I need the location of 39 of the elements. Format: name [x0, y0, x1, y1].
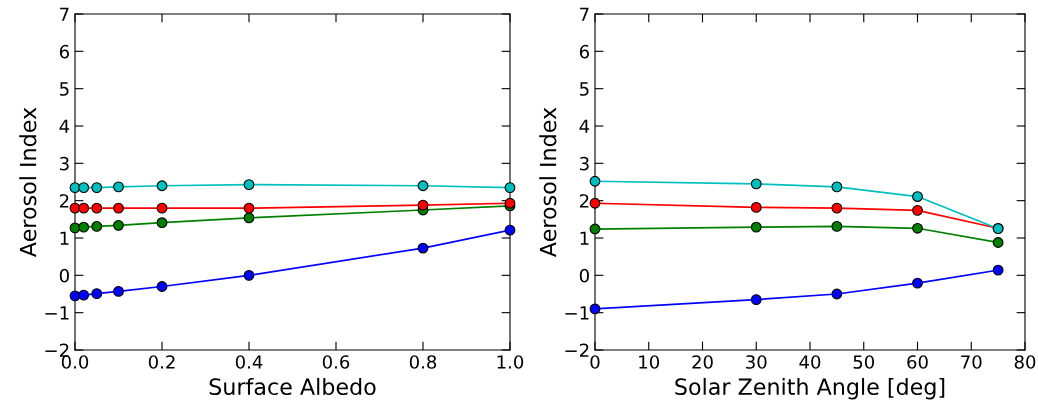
y-tick-label: 7 [580, 7, 589, 21]
y-tick-label: 6 [59, 44, 69, 59]
x-tick-label: 60 [907, 355, 928, 369]
y-tick-label: 5 [580, 82, 589, 96]
y-tick-label: −2 [45, 343, 69, 357]
x-tick-label: 1.0 [497, 355, 524, 369]
y-tick-label: 3 [60, 156, 69, 171]
x-tick-label: 40 [799, 355, 821, 369]
x-tick-label: 10 [639, 355, 660, 369]
y-tick-label: −2 [565, 343, 589, 357]
x-tick-label: 0 [590, 355, 600, 369]
x-tick-label: 0.0 [61, 355, 89, 369]
y-tick-label: 4 [59, 119, 70, 133]
x-axis-title: Solar Zenith Angle [deg] [675, 377, 945, 400]
y-tick-label: −1 [565, 306, 589, 320]
x-tick-label: 0.2 [148, 355, 175, 369]
x-tick-label: 0.4 [235, 355, 263, 369]
y-tick-label: −1 [45, 306, 69, 320]
y-tick-label: 5 [60, 82, 69, 96]
y-tick-label: 2 [59, 194, 69, 208]
y-tick-label: 0 [579, 268, 589, 283]
y-tick-label: 2 [579, 194, 589, 208]
x-tick-label: 0.8 [409, 355, 437, 369]
y-tick-label: 4 [579, 119, 590, 133]
x-tick-label: 50 [853, 355, 875, 369]
y-tick-label: 1 [60, 231, 69, 245]
x-axis-title: Surface Albedo [209, 377, 376, 396]
y-tick-label: 6 [579, 44, 589, 59]
y-tick-label: 0 [59, 268, 69, 283]
y-axis-title: Aerosol Index [539, 107, 557, 257]
x-tick-label: 30 [746, 355, 767, 369]
x-tick-label: 0.6 [322, 355, 350, 369]
y-axis-title: Aerosol Index [19, 107, 37, 257]
x-tick-label: 80 [1014, 355, 1036, 369]
x-tick-label: 70 [961, 355, 982, 369]
y-tick-label: 3 [580, 156, 589, 171]
y-tick-label: 7 [60, 7, 69, 21]
x-tick-label: 20 [692, 355, 713, 369]
y-tick-label: 1 [580, 231, 589, 245]
